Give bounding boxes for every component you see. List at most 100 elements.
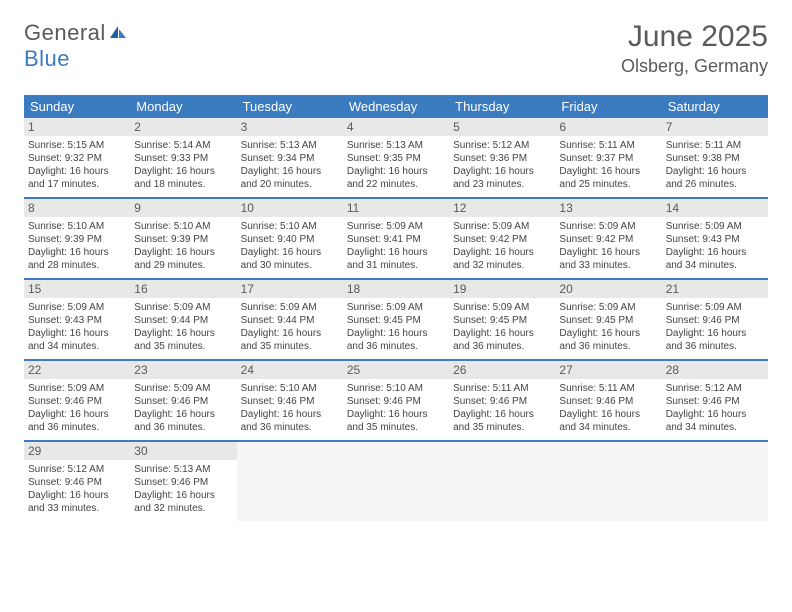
day-number: 14 bbox=[662, 199, 768, 217]
day-cell bbox=[449, 442, 555, 521]
daylight-line: Daylight: 16 hours and 36 minutes. bbox=[347, 327, 445, 353]
day-cell: 3Sunrise: 5:13 AMSunset: 9:34 PMDaylight… bbox=[237, 118, 343, 197]
day-cell: 26Sunrise: 5:11 AMSunset: 9:46 PMDayligh… bbox=[449, 361, 555, 440]
sunset-line: Sunset: 9:32 PM bbox=[28, 152, 126, 165]
sunrise-line: Sunrise: 5:12 AM bbox=[666, 382, 764, 395]
header: GeneralBlue June 2025 Olsberg, Germany bbox=[24, 20, 768, 77]
daylight-line: Daylight: 16 hours and 36 minutes. bbox=[134, 408, 232, 434]
daylight-line: Daylight: 16 hours and 31 minutes. bbox=[347, 246, 445, 272]
daylight-line: Daylight: 16 hours and 28 minutes. bbox=[28, 246, 126, 272]
daylight-line: Daylight: 16 hours and 17 minutes. bbox=[28, 165, 126, 191]
sunrise-line: Sunrise: 5:14 AM bbox=[134, 139, 232, 152]
week-row: 15Sunrise: 5:09 AMSunset: 9:43 PMDayligh… bbox=[24, 280, 768, 361]
sunrise-line: Sunrise: 5:09 AM bbox=[28, 301, 126, 314]
sunset-line: Sunset: 9:46 PM bbox=[28, 476, 126, 489]
sunrise-line: Sunrise: 5:10 AM bbox=[134, 220, 232, 233]
day-cell: 29Sunrise: 5:12 AMSunset: 9:46 PMDayligh… bbox=[24, 442, 130, 521]
sunset-line: Sunset: 9:45 PM bbox=[347, 314, 445, 327]
day-cell: 22Sunrise: 5:09 AMSunset: 9:46 PMDayligh… bbox=[24, 361, 130, 440]
daylight-line: Daylight: 16 hours and 26 minutes. bbox=[666, 165, 764, 191]
sunrise-line: Sunrise: 5:13 AM bbox=[347, 139, 445, 152]
day-number: 16 bbox=[130, 280, 236, 298]
weekday-header: Monday bbox=[130, 95, 236, 118]
day-cell: 6Sunrise: 5:11 AMSunset: 9:37 PMDaylight… bbox=[555, 118, 661, 197]
sunrise-line: Sunrise: 5:10 AM bbox=[347, 382, 445, 395]
sunrise-line: Sunrise: 5:09 AM bbox=[28, 382, 126, 395]
daylight-line: Daylight: 16 hours and 35 minutes. bbox=[134, 327, 232, 353]
day-cell: 18Sunrise: 5:09 AMSunset: 9:45 PMDayligh… bbox=[343, 280, 449, 359]
daylight-line: Daylight: 16 hours and 32 minutes. bbox=[453, 246, 551, 272]
sunrise-line: Sunrise: 5:13 AM bbox=[134, 463, 232, 476]
sunset-line: Sunset: 9:44 PM bbox=[134, 314, 232, 327]
day-number: 10 bbox=[237, 199, 343, 217]
day-cell: 12Sunrise: 5:09 AMSunset: 9:42 PMDayligh… bbox=[449, 199, 555, 278]
day-cell bbox=[555, 442, 661, 521]
month-title: June 2025 bbox=[621, 20, 768, 54]
daylight-line: Daylight: 16 hours and 23 minutes. bbox=[453, 165, 551, 191]
day-number: 28 bbox=[662, 361, 768, 379]
daylight-line: Daylight: 16 hours and 34 minutes. bbox=[666, 408, 764, 434]
logo-general: General bbox=[24, 20, 106, 45]
day-number: 30 bbox=[130, 442, 236, 460]
day-cell: 17Sunrise: 5:09 AMSunset: 9:44 PMDayligh… bbox=[237, 280, 343, 359]
week-row: 8Sunrise: 5:10 AMSunset: 9:39 PMDaylight… bbox=[24, 199, 768, 280]
weekday-header: Wednesday bbox=[343, 95, 449, 118]
sunrise-line: Sunrise: 5:11 AM bbox=[559, 139, 657, 152]
sunrise-line: Sunrise: 5:09 AM bbox=[134, 301, 232, 314]
sunset-line: Sunset: 9:39 PM bbox=[134, 233, 232, 246]
sunrise-line: Sunrise: 5:09 AM bbox=[453, 301, 551, 314]
day-number: 24 bbox=[237, 361, 343, 379]
calendar: Sunday Monday Tuesday Wednesday Thursday… bbox=[24, 95, 768, 521]
calendar-page: GeneralBlue June 2025 Olsberg, Germany S… bbox=[0, 0, 792, 541]
day-number: 7 bbox=[662, 118, 768, 136]
daylight-line: Daylight: 16 hours and 18 minutes. bbox=[134, 165, 232, 191]
day-number: 8 bbox=[24, 199, 130, 217]
day-cell: 11Sunrise: 5:09 AMSunset: 9:41 PMDayligh… bbox=[343, 199, 449, 278]
daylight-line: Daylight: 16 hours and 30 minutes. bbox=[241, 246, 339, 272]
sunrise-line: Sunrise: 5:09 AM bbox=[347, 301, 445, 314]
title-block: June 2025 Olsberg, Germany bbox=[621, 20, 768, 77]
day-cell: 9Sunrise: 5:10 AMSunset: 9:39 PMDaylight… bbox=[130, 199, 236, 278]
sunset-line: Sunset: 9:44 PM bbox=[241, 314, 339, 327]
daylight-line: Daylight: 16 hours and 34 minutes. bbox=[666, 246, 764, 272]
day-number: 29 bbox=[24, 442, 130, 460]
day-number: 25 bbox=[343, 361, 449, 379]
daylight-line: Daylight: 16 hours and 36 minutes. bbox=[666, 327, 764, 353]
sunrise-line: Sunrise: 5:10 AM bbox=[28, 220, 126, 233]
day-cell: 21Sunrise: 5:09 AMSunset: 9:46 PMDayligh… bbox=[662, 280, 768, 359]
day-cell: 19Sunrise: 5:09 AMSunset: 9:45 PMDayligh… bbox=[449, 280, 555, 359]
day-number: 12 bbox=[449, 199, 555, 217]
sunset-line: Sunset: 9:46 PM bbox=[134, 395, 232, 408]
location: Olsberg, Germany bbox=[621, 56, 768, 77]
day-number: 21 bbox=[662, 280, 768, 298]
day-cell: 8 Sunrise: 5:10 AMSunset: 9:39 PMDaylight… bbox=[24, 199, 130, 278]
day-number: 1 bbox=[24, 118, 130, 136]
sunset-line: Sunset: 9:46 PM bbox=[666, 395, 764, 408]
day-number: 11 bbox=[343, 199, 449, 217]
sunset-line: Sunset: 9:42 PM bbox=[453, 233, 551, 246]
day-cell: 13Sunrise: 5:09 AMSunset: 9:42 PMDayligh… bbox=[555, 199, 661, 278]
sunset-line: Sunset: 9:39 PM bbox=[28, 233, 126, 246]
sunset-line: Sunset: 9:45 PM bbox=[559, 314, 657, 327]
daylight-line: Daylight: 16 hours and 36 minutes. bbox=[241, 408, 339, 434]
sunset-line: Sunset: 9:36 PM bbox=[453, 152, 551, 165]
sunrise-line: Sunrise: 5:12 AM bbox=[453, 139, 551, 152]
day-cell: 20Sunrise: 5:09 AMSunset: 9:45 PMDayligh… bbox=[555, 280, 661, 359]
day-cell: 16 Sunrise: 5:09 AMSunset: 9:44 PMDayligh… bbox=[130, 280, 236, 359]
daylight-line: Daylight: 16 hours and 36 minutes. bbox=[453, 327, 551, 353]
daylight-line: Daylight: 16 hours and 25 minutes. bbox=[559, 165, 657, 191]
logo-text: GeneralBlue bbox=[24, 20, 128, 72]
daylight-line: Daylight: 16 hours and 36 minutes. bbox=[28, 408, 126, 434]
daylight-line: Daylight: 16 hours and 36 minutes. bbox=[559, 327, 657, 353]
sunrise-line: Sunrise: 5:10 AM bbox=[241, 220, 339, 233]
day-cell bbox=[662, 442, 768, 521]
empty-day bbox=[449, 442, 555, 460]
daylight-line: Daylight: 16 hours and 33 minutes. bbox=[559, 246, 657, 272]
day-number: 4 bbox=[343, 118, 449, 136]
daylight-line: Daylight: 16 hours and 35 minutes. bbox=[453, 408, 551, 434]
sunrise-line: Sunrise: 5:13 AM bbox=[241, 139, 339, 152]
day-cell: 4Sunrise: 5:13 AMSunset: 9:35 PMDaylight… bbox=[343, 118, 449, 197]
logo-sail-icon bbox=[108, 20, 128, 46]
sunset-line: Sunset: 9:40 PM bbox=[241, 233, 339, 246]
sunset-line: Sunset: 9:46 PM bbox=[347, 395, 445, 408]
